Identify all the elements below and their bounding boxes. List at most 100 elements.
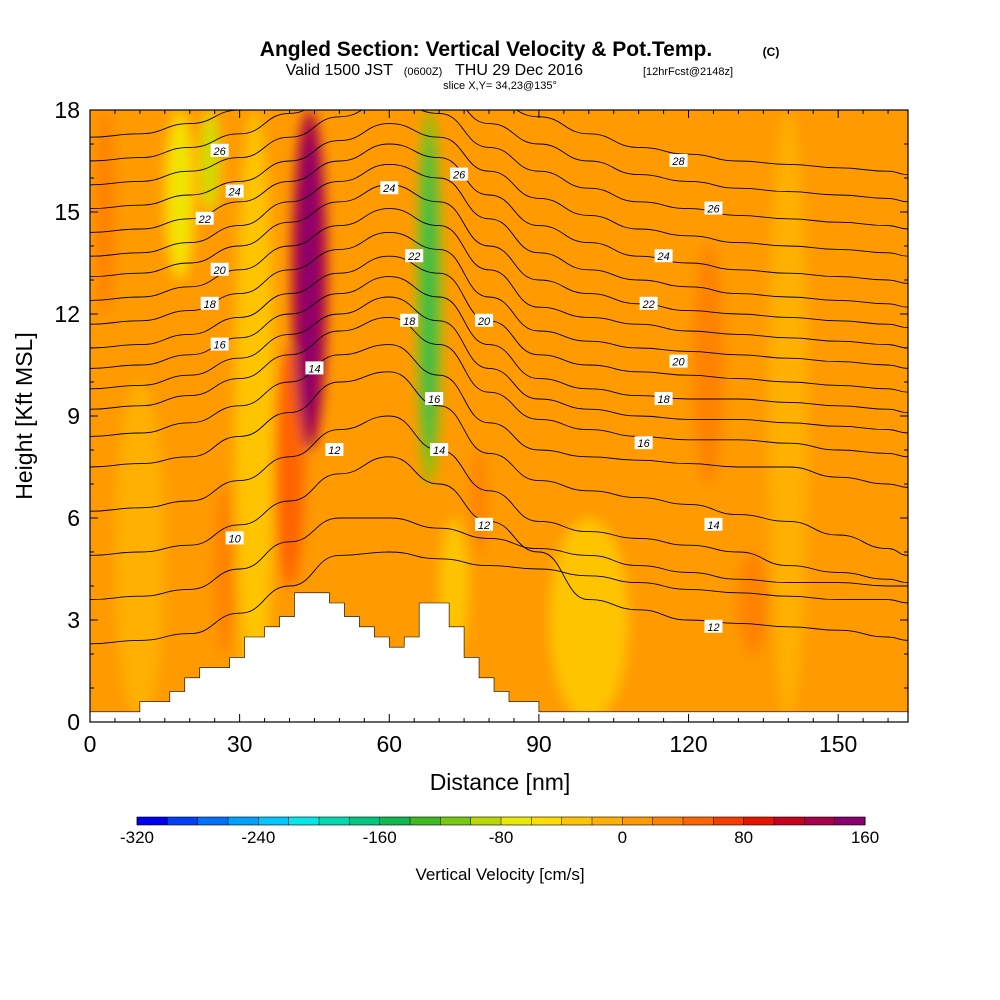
contour-label-box xyxy=(380,181,399,195)
valid-utc: (0600Z) xyxy=(404,66,443,78)
contour-label-text: 18 xyxy=(403,316,416,328)
colorbar-swatch xyxy=(774,817,805,825)
contour-label-text: 24 xyxy=(382,183,395,195)
contour-label-text: 20 xyxy=(671,357,685,369)
contour-label-text: 20 xyxy=(213,265,227,277)
contour-label: 24 xyxy=(225,184,244,199)
x-axis-label: Distance [nm] xyxy=(430,769,571,795)
colorbar-swatch xyxy=(349,817,381,825)
contour-label-box xyxy=(669,354,688,368)
contour-label: 18 xyxy=(400,313,419,328)
isotherm-19 xyxy=(90,255,908,393)
y-tick-label: 6 xyxy=(67,505,80,531)
contour-label-box xyxy=(405,249,424,263)
contour-label-box xyxy=(430,443,449,456)
contour-label: 20 xyxy=(669,354,688,369)
contour-label-text: 12 xyxy=(707,622,719,634)
y-tick-label: 12 xyxy=(54,301,80,327)
contour-label: 22 xyxy=(639,296,658,311)
contour-label: 20 xyxy=(210,262,229,277)
contour-label-box xyxy=(704,517,723,531)
x-tick-label: 150 xyxy=(819,731,857,757)
x-tick-label: 30 xyxy=(227,731,253,757)
contour-label-box xyxy=(639,296,658,310)
contour-label-box xyxy=(704,201,723,215)
isotherm-24 xyxy=(90,143,908,284)
slice-info: slice X,Y= 34,23@135° xyxy=(443,80,557,92)
velocity-core xyxy=(423,138,435,456)
velocity-feature xyxy=(274,348,305,586)
colorbar-tick-label: -160 xyxy=(363,828,397,847)
colorbar-swatch xyxy=(288,817,320,825)
colorbar-swatch xyxy=(440,817,472,825)
contour-label: 26 xyxy=(450,167,469,182)
contour-label-text: 22 xyxy=(642,299,655,311)
contour-label-text: 14 xyxy=(707,520,719,532)
x-axis: 0 30 60 90 120 150 xyxy=(84,110,889,757)
colorbar-swatch xyxy=(622,817,654,825)
colorbar-label: Vertical Velocity [cm/s] xyxy=(415,865,584,884)
velocity-feature xyxy=(738,552,769,654)
colorbar-swatch xyxy=(319,817,350,825)
contour-label-box xyxy=(654,249,673,263)
contour-label-text: 16 xyxy=(214,340,227,352)
valid-time: Valid 1500 JST xyxy=(286,62,394,79)
contour-label-text: 26 xyxy=(213,146,227,158)
terrain-mask xyxy=(90,592,908,722)
contour-label-box xyxy=(195,211,214,225)
contour-label-text: 22 xyxy=(198,214,211,226)
contour-label-box xyxy=(634,436,653,450)
contour-label: 22 xyxy=(195,211,214,226)
contour-label: 26 xyxy=(210,143,229,158)
contour-label-box xyxy=(475,517,494,531)
colorbar-swatch xyxy=(804,817,836,825)
contour-label: 12 xyxy=(325,443,344,457)
isotherm-11 xyxy=(90,517,908,601)
isotherm-27 xyxy=(90,110,908,203)
velocity-feature xyxy=(548,518,629,722)
x-tick-label: 120 xyxy=(669,731,707,757)
contour-labels: 26 24 22 20 18 16 14 12 10 24 22 18 16 14 26 20 12 28 26 24… xyxy=(195,143,723,634)
isotherm-14 xyxy=(90,371,908,556)
colorbar-swatch xyxy=(228,817,259,825)
isotherm-23 xyxy=(90,163,908,308)
velocity-feature xyxy=(693,246,724,484)
contour-label-text: 16 xyxy=(428,394,441,406)
contour-label: 16 xyxy=(210,337,229,352)
colorbar-swatch xyxy=(592,817,623,825)
colorbar-swatch xyxy=(713,817,745,825)
colorbar-tick-label: 0 xyxy=(618,828,627,847)
isotherm-15 xyxy=(90,344,908,488)
contour-label-box xyxy=(225,184,244,198)
title-main: Angled Section: Vertical Velocity & Pot.… xyxy=(260,38,712,61)
chart-title: Angled Section: Vertical Velocity & Pot.… xyxy=(260,38,780,61)
isotherm-21 xyxy=(90,208,908,349)
colorbar-tick-label: -80 xyxy=(489,828,514,847)
y-tick-label: 15 xyxy=(54,199,80,225)
colorbar-tick-label: 80 xyxy=(734,828,753,847)
contour-label-box xyxy=(225,531,244,545)
y-tick-label: 0 xyxy=(67,709,80,735)
contour-label: 20 xyxy=(475,313,494,328)
contour-label: 16 xyxy=(634,436,653,450)
contour-label: 14 xyxy=(305,361,324,375)
y-tick-label: 9 xyxy=(67,403,80,429)
contour-label-text: 18 xyxy=(657,394,670,406)
contour-label: 24 xyxy=(654,249,673,263)
colorbar-swatch xyxy=(470,817,502,825)
isotherm-13 xyxy=(90,415,908,584)
contour-label: 10 xyxy=(225,531,244,545)
x-tick-label: 60 xyxy=(376,731,402,757)
colorbar-swatch xyxy=(531,817,563,825)
isotherm-20 xyxy=(90,231,908,369)
isotherm-12 xyxy=(90,456,908,641)
colorbar-tick-label: -240 xyxy=(241,828,275,847)
contour-label-text: 10 xyxy=(229,533,242,545)
contour-label-box xyxy=(210,143,229,157)
colorbar-swatch xyxy=(561,817,593,825)
y-axis-label: Height [Kft MSL] xyxy=(11,332,37,499)
y-axis: 0 3 6 9 12 15 18 xyxy=(54,97,908,735)
colorbar-swatch xyxy=(501,817,532,825)
velocity-feature xyxy=(214,484,235,654)
